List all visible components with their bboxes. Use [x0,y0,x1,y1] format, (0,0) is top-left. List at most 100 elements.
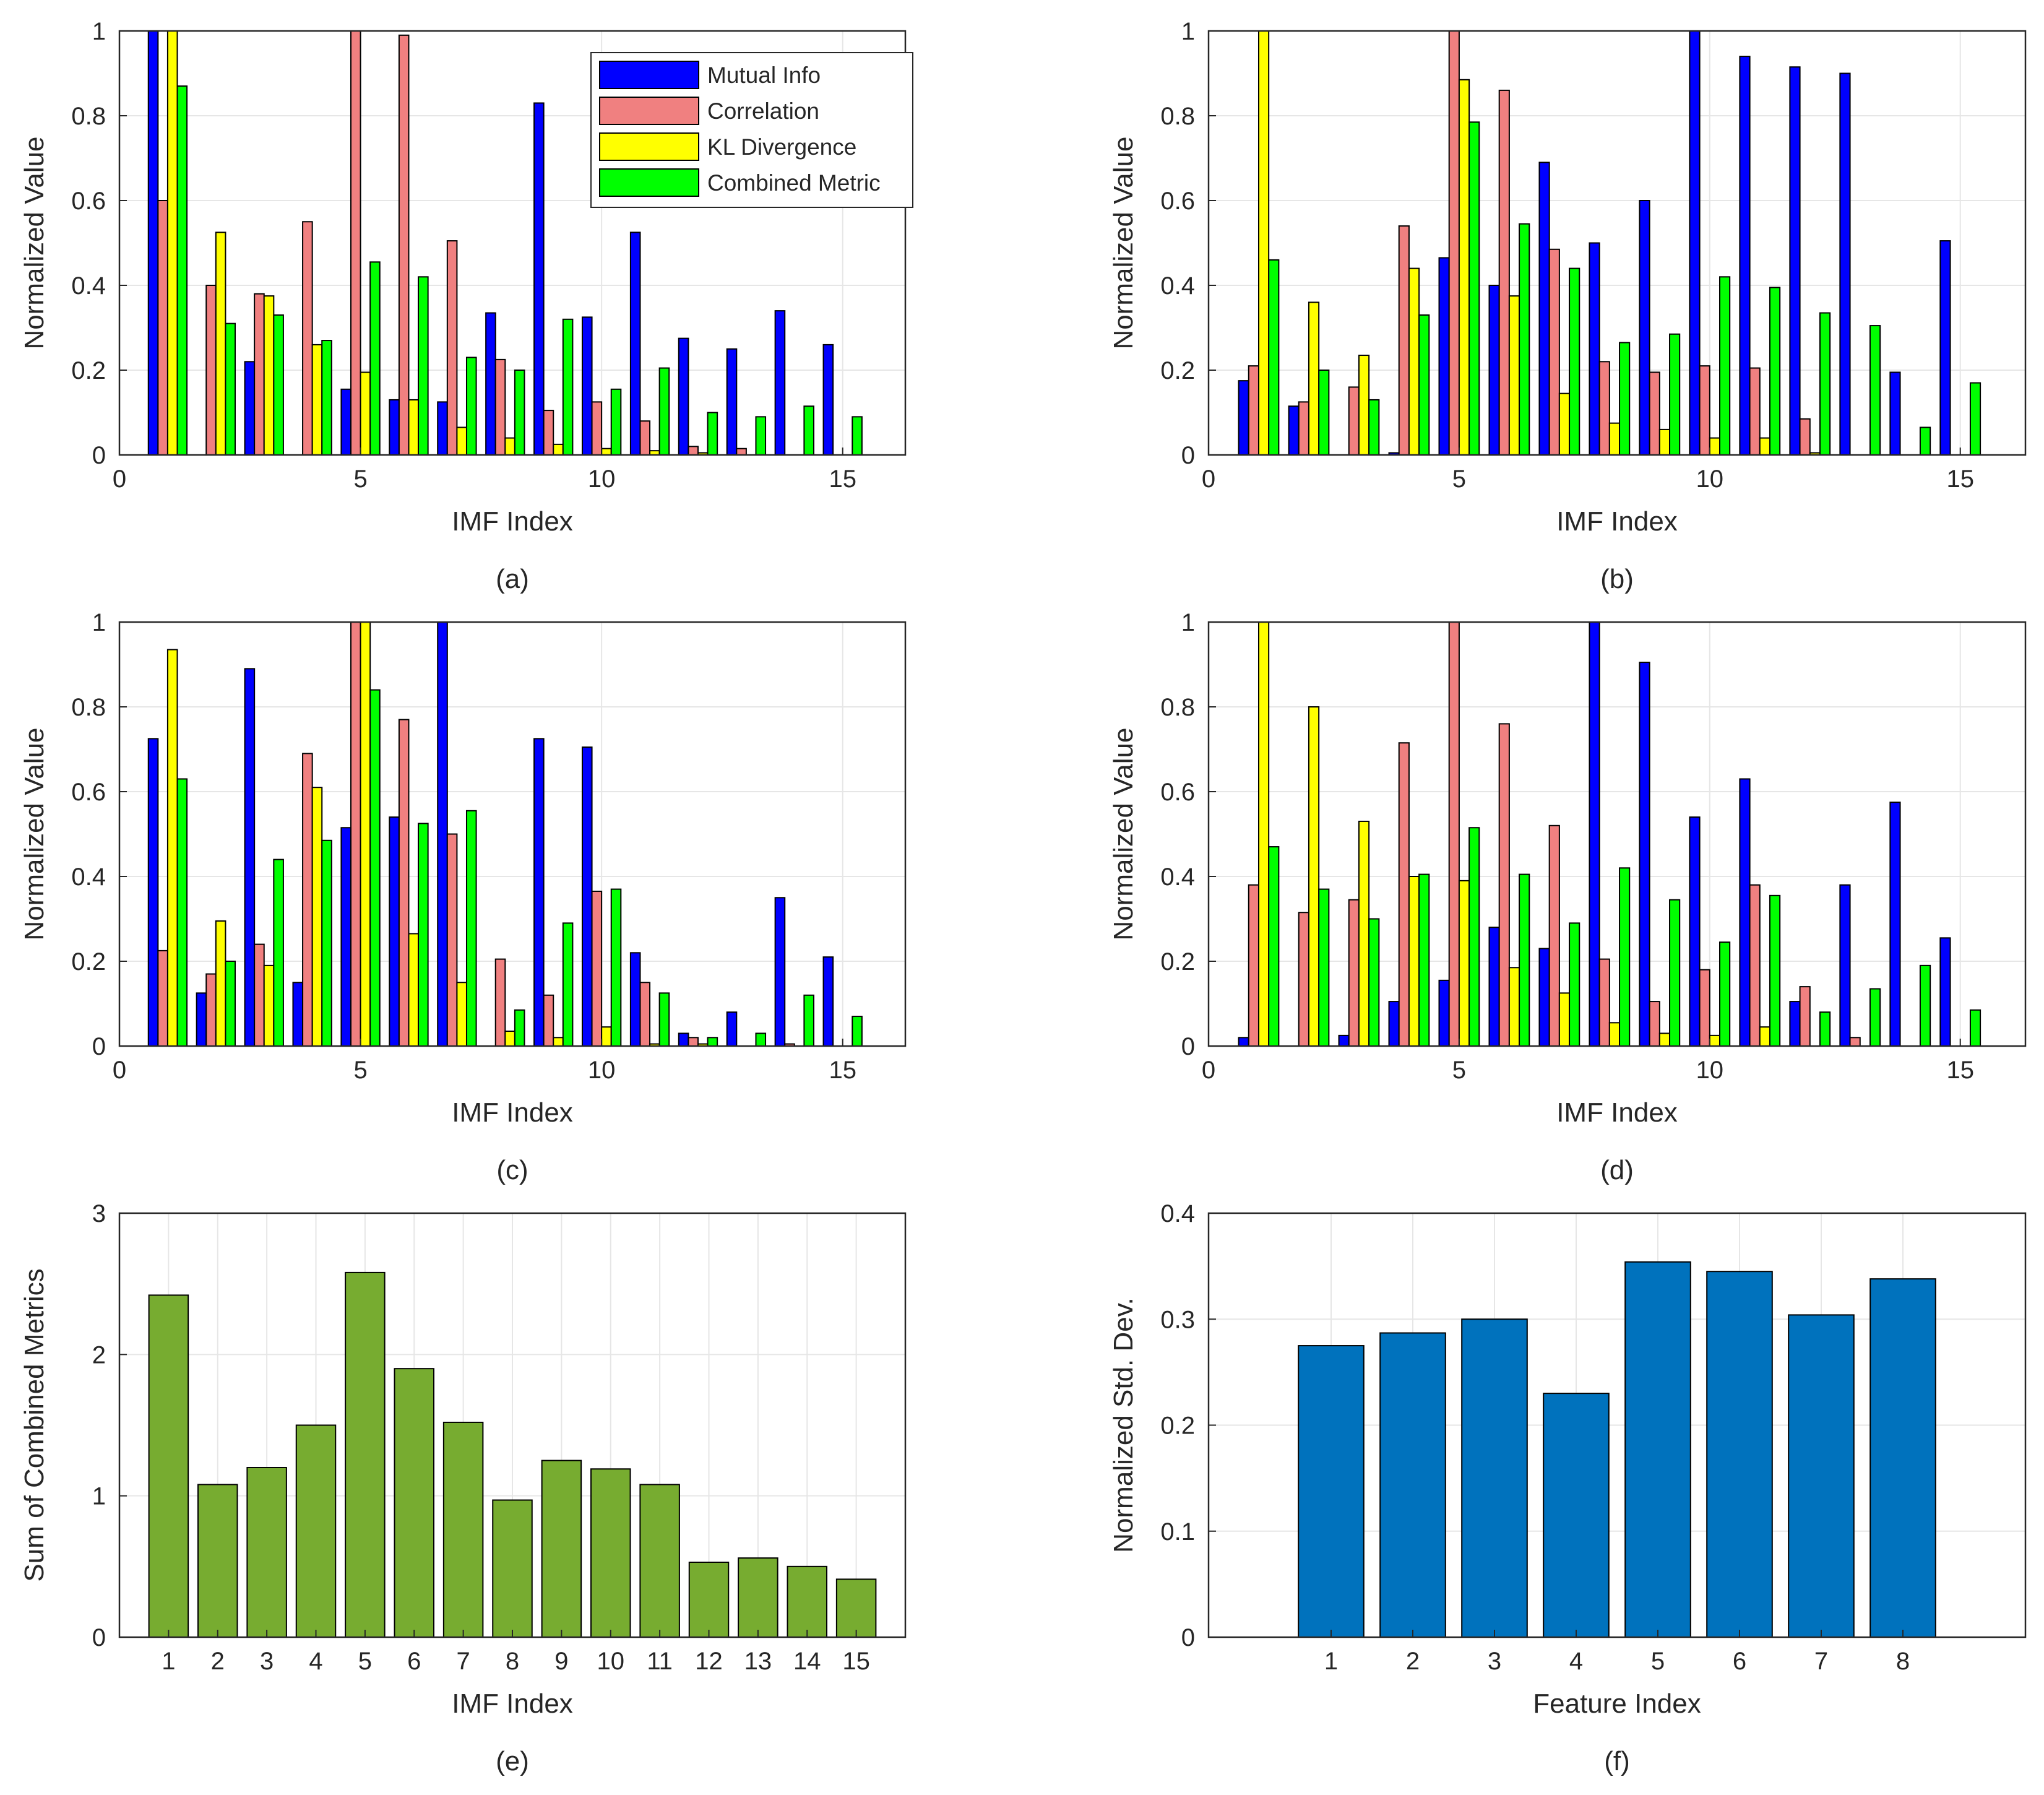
bar-mutual-info-imf-14 [774,310,786,456]
x-tick-label: 15 [829,465,856,493]
bar-combined-metric-imf-9 [562,318,574,456]
bar-sum-of-combined-metrics-imf-3 [246,1467,287,1638]
bar-combined-metric-imf-7 [1569,922,1580,1047]
bar-combined-metric-imf-7 [465,357,477,456]
bar-kl-divergence-imf-5 [360,621,371,1047]
bar-combined-metric-imf-3 [1368,918,1380,1047]
x-tick-label: 0 [1202,465,1215,493]
bar-mutual-info-imf-3 [244,361,256,456]
x-tick-label: 2 [1406,1648,1420,1675]
bar-correlation-imf-9 [543,410,554,456]
y-tick-label: 0 [1181,1624,1195,1651]
x-tick-label: 7 [457,1648,470,1675]
axes-frame [1207,30,2027,456]
bar-combined-metric-imf-14 [803,405,814,456]
bar-correlation-imf-2 [1298,401,1309,456]
bar-kl-divergence-imf-6 [408,399,420,456]
bar-combined-metric-imf-8 [1619,342,1631,456]
x-tick-label: 10 [1696,1057,1724,1084]
bar-correlation-imf-11 [639,982,651,1047]
bar-mutual-info-imf-5 [1438,257,1450,456]
x-tick-label: 8 [506,1648,519,1675]
bar-mutual-info-imf-8 [1589,621,1600,1047]
x-tick-label: 5 [358,1648,372,1675]
bar-combined-metric-imf-15 [1969,382,1981,456]
bar-kl-divergence-imf-6 [1508,967,1520,1047]
bar-correlation-imf-7 [446,833,458,1047]
bar-kl-divergence-imf-2 [215,920,226,1047]
bar-mutual-info-imf-12 [678,1032,689,1047]
bar-combined-metric-imf-6 [1519,873,1530,1047]
bar-combined-metric-imf-14 [1919,426,1931,456]
bar-kl-divergence-imf-1 [166,649,178,1047]
legend-swatch [599,132,699,161]
bar-sum-of-combined-metrics-imf-2 [197,1484,238,1638]
bar-mutual-info-imf-10 [581,746,593,1047]
bar-mutual-info-imf-10 [1689,30,1701,456]
bar-combined-metric-imf-8 [1619,867,1631,1047]
bar-normalized-std-dev--imf-4 [1543,1393,1610,1638]
bar-mutual-info-imf-15 [1939,937,1951,1047]
chart-b: 0 5 10 15 0 0.2 0.4 0.6 0.8 1 IMF Index Normalized … [1108,18,2027,594]
bar-combined-metric-imf-8 [514,1009,525,1047]
bar-correlation-imf-3 [254,293,265,456]
bar-mutual-info-imf-12 [1789,66,1801,456]
y-tick-label: 0.2 [1160,948,1195,975]
bar-normalized-std-dev--imf-1 [1298,1345,1365,1638]
legend-swatch [599,97,699,125]
bar-combined-metric-imf-1 [176,778,188,1047]
bar-combined-metric-imf-11 [658,367,670,456]
bar-combined-metric-imf-11 [658,992,670,1047]
bar-correlation-imf-8 [494,958,506,1047]
subplot-caption: (c) [496,1155,528,1185]
bar-correlation-imf-12 [1799,418,1811,456]
bar-kl-divergence-imf-2 [1308,301,1320,456]
bar-correlation-imf-9 [1649,1001,1660,1047]
bar-sum-of-combined-metrics-imf-9 [541,1460,582,1638]
bar-kl-divergence-imf-11 [1759,1026,1770,1047]
bar-mutual-info-imf-2 [196,992,207,1047]
y-tick-label: 1 [1181,18,1195,45]
bar-mutual-info-imf-14 [1889,802,1901,1047]
bar-combined-metric-imf-15 [1969,1009,1981,1047]
bar-combined-metric-imf-10 [610,388,622,456]
bar-kl-divergence-imf-10 [1709,1034,1721,1047]
bar-kl-divergence-imf-8 [1608,422,1621,456]
y-axis-label: Normalized Value [19,727,50,940]
bar-kl-divergence-imf-3 [1358,820,1370,1047]
x-tick-label: 12 [695,1648,723,1675]
bar-kl-divergence-imf-10 [601,448,612,456]
bar-correlation-imf-13 [736,448,747,456]
bar-kl-divergence-imf-5 [1458,880,1470,1047]
bar-kl-divergence-imf-10 [601,1026,612,1047]
bar-combined-metric-imf-3 [1368,399,1380,456]
bar-kl-divergence-imf-1 [166,30,178,456]
bar-sum-of-combined-metrics-imf-14 [787,1565,827,1638]
x-axis-label: Feature Index [1533,1689,1701,1719]
bar-sum-of-combined-metrics-imf-1 [148,1294,189,1638]
x-tick-label: 11 [647,1648,673,1675]
bar-combined-metric-imf-9 [1669,333,1681,456]
bar-combined-metric-imf-14 [1919,964,1931,1047]
bar-combined-metric-imf-9 [1669,899,1681,1047]
bar-sum-of-combined-metrics-imf-8 [492,1499,533,1638]
bar-correlation-imf-2 [205,973,217,1047]
bar-correlation-imf-3 [254,943,265,1047]
bar-kl-divergence-imf-11 [1759,437,1770,456]
x-tick-label: 0 [113,465,126,493]
bar-mutual-info-imf-11 [629,952,641,1047]
y-tick-label: 1 [1181,609,1195,636]
bar-combined-metric-imf-8 [514,370,525,456]
bar-correlation-imf-4 [1398,742,1410,1047]
bar-kl-divergence-imf-3 [1358,355,1370,456]
bar-mutual-info-imf-15 [1939,240,1951,456]
y-tick-label: 2 [92,1341,106,1369]
bar-mutual-info-imf-12 [1789,1001,1801,1047]
bar-combined-metric-imf-13 [755,416,767,456]
bar-combined-metric-imf-12 [1819,1011,1831,1047]
x-tick-label: 5 [353,1057,367,1084]
bar-combined-metric-imf-2 [225,961,236,1047]
bar-kl-divergence-imf-8 [504,1031,515,1047]
bar-mutual-info-imf-10 [581,316,593,456]
